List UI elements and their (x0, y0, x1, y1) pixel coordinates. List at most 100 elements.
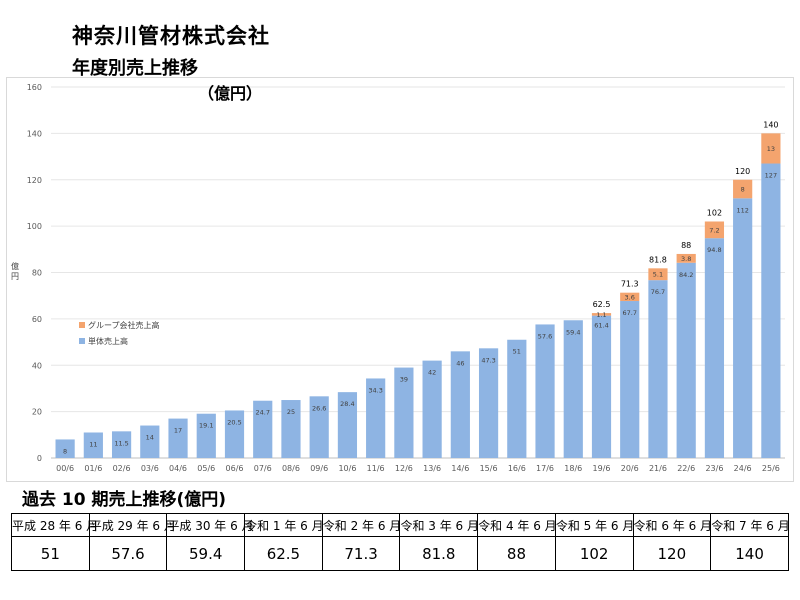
x-tick-label: 09/6 (310, 464, 328, 473)
y-tick-label: 120 (27, 176, 42, 185)
history-header: 平成 29 年 6 月 (88, 513, 176, 537)
x-tick-label: 16/6 (508, 464, 526, 473)
x-tick-label: 05/6 (197, 464, 215, 473)
bar-group (591, 313, 612, 316)
data-label-group: 3.8 (681, 255, 691, 263)
x-tick-label: 17/6 (536, 464, 554, 473)
data-label-standalone: 26.6 (312, 404, 326, 412)
chart-title: 年度別売上推移 (72, 58, 198, 79)
x-tick-label: 08/6 (282, 464, 300, 473)
data-label-standalone: 24.7 (255, 409, 269, 417)
data-label-total: 140 (763, 120, 778, 129)
data-label-total: 88 (681, 241, 691, 250)
data-label-standalone: 76.7 (651, 288, 665, 296)
bar-standalone (450, 351, 470, 458)
data-label-standalone: 112 (736, 206, 748, 214)
x-tick-label: 19/6 (593, 464, 611, 473)
bar-standalone (83, 432, 103, 458)
data-label-total: 71.3 (621, 280, 639, 289)
x-tick-label: 11/6 (367, 464, 385, 473)
x-tick-label: 10/6 (338, 464, 356, 473)
y-tick-label: 40 (32, 361, 42, 370)
y-axis-label: 円 (11, 272, 19, 281)
data-label-standalone: 28.4 (340, 400, 354, 408)
bar-standalone (733, 198, 753, 459)
data-label-standalone: 46 (456, 359, 464, 367)
bar-standalone (394, 367, 414, 458)
x-tick-label: 00/6 (56, 464, 74, 473)
bar-standalone (478, 348, 499, 458)
data-label-standalone: 59.4 (566, 328, 580, 336)
history-header: 令和 3 年 6 月 (399, 513, 479, 537)
history-table: 平成 28 年 6 月 平成 29 年 6 月 平成 30 年 6 月 令和 1… (11, 513, 790, 571)
legend-swatch (79, 322, 85, 328)
history-value: 57.6 (88, 536, 168, 571)
chart-unit-label: （億円） (198, 84, 263, 103)
bar-standalone (366, 378, 386, 458)
history-header: 令和 7 年 6 月 (710, 513, 790, 537)
bar-standalone (281, 400, 301, 458)
table-title: 過去 10 期売上推移(億円) (22, 490, 227, 510)
legend-swatch (79, 338, 85, 344)
data-label-standalone: 127 (765, 172, 777, 180)
bar-standalone (55, 439, 75, 458)
legend-label: 単体売上高 (88, 336, 128, 346)
y-tick-label: 100 (27, 222, 42, 231)
data-label-total: 62.5 (593, 300, 611, 309)
y-tick-label: 160 (27, 83, 42, 92)
history-value: 51 (11, 536, 90, 571)
data-label-group: 3.6 (625, 293, 635, 301)
bar-standalone (168, 418, 188, 458)
company-name: 神奈川管材株式会社 (72, 24, 270, 48)
history-header: 平成 30 年 6 月 (166, 513, 254, 537)
bar-standalone (507, 339, 527, 458)
history-header-row: 平成 28 年 6 月 平成 29 年 6 月 平成 30 年 6 月 令和 1… (11, 513, 790, 537)
data-label-standalone: 25 (287, 408, 295, 416)
bar-standalone (111, 431, 132, 458)
x-tick-label: 13/6 (423, 464, 441, 473)
data-label-group: 7.2 (709, 226, 719, 234)
bar-group (648, 268, 668, 281)
y-axis-label: 億 (11, 261, 19, 271)
x-tick-label: 15/6 (480, 464, 498, 473)
bar-standalone (535, 324, 555, 458)
x-tick-label: 12/6 (395, 464, 413, 473)
bar-standalone (704, 238, 725, 458)
y-tick-label: 20 (32, 408, 42, 417)
history-value-row: 51 57.6 59.4 62.5 71.3 81.8 88 102 120 1… (11, 536, 789, 571)
data-label-standalone: 39 (400, 376, 408, 384)
history-value: 140 (710, 536, 789, 571)
history-header: 令和 4 年 6 月 (477, 513, 557, 537)
history-header: 令和 6 年 6 月 (632, 513, 712, 537)
x-tick-label: 23/6 (705, 464, 723, 473)
data-label-standalone: 34.3 (368, 386, 382, 394)
x-tick-label: 21/6 (649, 464, 667, 473)
bar-standalone (140, 425, 160, 458)
x-tick-label: 07/6 (254, 464, 272, 473)
bar-standalone (422, 360, 442, 458)
sales-chart: 0 20 40 60 80 100 120 140 160 億円 8 00/6 11 01/6 11.5 02… (11, 83, 785, 473)
bar-standalone (761, 163, 781, 459)
data-label-total: 102 (707, 208, 722, 217)
data-label-standalone: 20.5 (227, 418, 241, 426)
data-label-standalone: 14 (146, 434, 154, 442)
bar-group (733, 179, 753, 199)
x-tick-label: 04/6 (169, 464, 187, 473)
bar-group (620, 292, 640, 302)
bar-standalone (224, 410, 245, 458)
x-tick-label: 25/6 (762, 464, 780, 473)
history-value: 71.3 (321, 536, 401, 571)
bar-standalone (337, 392, 358, 458)
data-label-standalone: 94.8 (707, 246, 721, 254)
y-tick-label: 60 (32, 315, 42, 324)
bar-standalone (563, 320, 583, 458)
x-tick-label: 06/6 (226, 464, 244, 473)
history-header: 令和 5 年 6 月 (554, 513, 634, 537)
bar-group (704, 221, 725, 239)
data-label-standalone: 42 (428, 369, 436, 377)
x-tick-label: 03/6 (141, 464, 159, 473)
x-tick-label: 20/6 (621, 464, 639, 473)
history-value: 81.8 (399, 536, 479, 571)
chart-area: 0 20 40 60 80 100 120 140 160 億円 8 00/6 11 01/6 11.5 02… (6, 77, 794, 482)
data-label-standalone: 8 (63, 447, 67, 455)
